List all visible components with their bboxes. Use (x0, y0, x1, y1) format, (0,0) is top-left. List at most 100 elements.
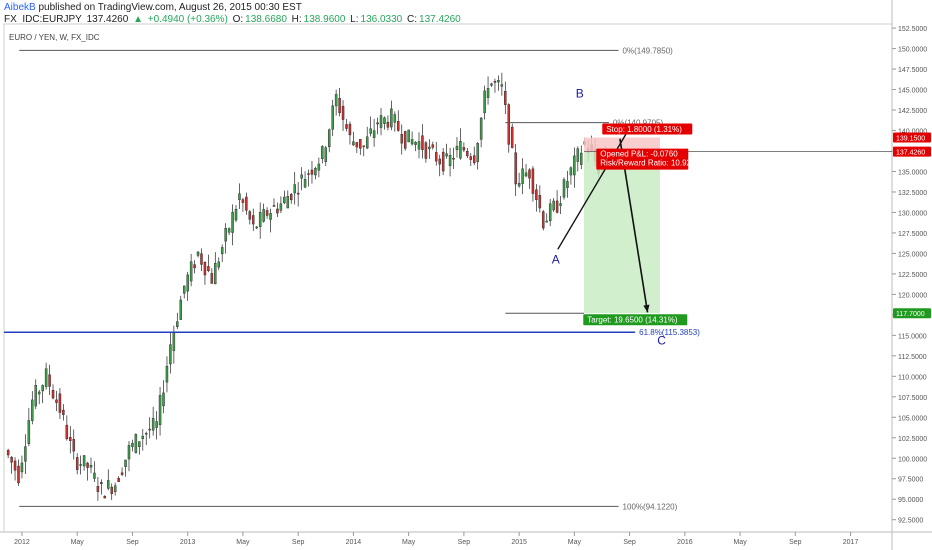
candle-body (327, 129, 331, 148)
candle-body (262, 209, 265, 222)
candle-body (117, 478, 120, 482)
candle-body (231, 211, 234, 233)
candle-body (200, 253, 203, 265)
x-tick-label: 2017 (843, 539, 859, 546)
candle-body (407, 129, 410, 143)
candle-body (559, 203, 562, 206)
candle-body (531, 168, 535, 194)
candle-body (103, 496, 107, 499)
candle-body (379, 115, 383, 128)
open-value: 138.6680 (245, 14, 287, 25)
candle-body (355, 142, 359, 148)
candle-body (141, 435, 145, 439)
candle-body (497, 79, 500, 83)
stop-zone (584, 137, 660, 152)
candle-body (452, 158, 455, 160)
author-link[interactable]: AibekB (4, 2, 36, 13)
y-tick-label: 107.5000 (898, 395, 927, 402)
candle-body (542, 211, 545, 229)
candle-body (410, 139, 414, 145)
x-tick-label: 2014 (346, 539, 362, 546)
candle-body (369, 128, 372, 134)
candle-body (479, 117, 483, 140)
high-value: 138.9600 (303, 14, 346, 25)
last-price: 137.4260 (86, 14, 129, 25)
candle-body (217, 261, 220, 268)
candle-body (151, 418, 155, 431)
candle-body (562, 179, 566, 198)
candle-body (303, 179, 307, 188)
candle-body (414, 142, 417, 145)
candle-body (290, 193, 293, 201)
price-badge: 137.4260 (896, 150, 925, 157)
candle-body (476, 143, 479, 163)
candle-body (41, 385, 44, 392)
candle-body (220, 247, 224, 255)
candle-body (148, 428, 151, 431)
y-tick-label: 142.5000 (898, 108, 927, 115)
candle-body (521, 168, 524, 184)
candle-body (493, 81, 497, 83)
x-tick-label: Sep (458, 539, 471, 546)
x-tick-label: Sep (292, 539, 305, 546)
candle-body (86, 462, 89, 468)
candle-body (455, 145, 459, 151)
x-tick-label: Sep (623, 539, 636, 546)
y-tick-label: 100.0000 (898, 456, 927, 463)
candle-body (196, 251, 200, 256)
candle-body (238, 193, 241, 200)
candle-body (504, 90, 507, 105)
high-label: H: (291, 14, 302, 25)
candle-body (397, 121, 400, 131)
y-tick-label: 112.5000 (898, 354, 927, 361)
candle-body (82, 455, 86, 467)
candle-body (473, 155, 476, 164)
y-tick-label: 122.5000 (898, 272, 927, 279)
y-tick-label: 145.0000 (898, 88, 927, 95)
candle-body (283, 196, 286, 204)
candle-body (10, 456, 13, 463)
fib-label: 61.8%(115.3853) (639, 328, 700, 337)
candle-body (155, 421, 158, 428)
candle-body (138, 441, 141, 448)
target-label: Target: 19.6500 (14.31%) (587, 316, 678, 325)
symbol-label: FX_IDC:EURJPY (4, 14, 82, 25)
candle-body (79, 464, 82, 466)
candle-body (365, 136, 369, 149)
candle-body (124, 459, 127, 467)
candle-body (421, 135, 424, 150)
y-tick-label: 110.0000 (898, 374, 927, 381)
candle-body (62, 409, 65, 415)
candle-body (307, 173, 310, 175)
candle-body (145, 432, 148, 435)
candle-body (469, 156, 473, 160)
candle-body (107, 480, 110, 489)
y-tick-label: 152.5000 (898, 26, 927, 33)
candle-body (265, 210, 269, 216)
candle-body (514, 152, 517, 185)
low-label: L: (350, 14, 359, 25)
candle-body (252, 215, 255, 225)
chart-header: AibekB published on TradingView.com, Aug… (4, 2, 463, 26)
low-value: 136.0330 (360, 14, 403, 25)
candle-body (400, 134, 403, 144)
candle-body (393, 114, 397, 123)
candle-body (245, 196, 248, 211)
candle-body (165, 365, 169, 383)
candle-body (169, 344, 172, 365)
candle-body (528, 169, 531, 179)
target-label-box (583, 314, 688, 326)
candle-body (334, 94, 338, 107)
candle-body (317, 163, 321, 171)
candle-body (27, 420, 31, 444)
publish-line: AibekB published on TradingView.com, Aug… (4, 2, 463, 14)
candle-body (48, 374, 51, 387)
plot-frame (3, 23, 893, 533)
candle-body (96, 486, 100, 492)
arrow-head-icon (643, 304, 650, 313)
candle-body (580, 152, 583, 165)
x-tick-label: May (568, 539, 582, 546)
candle-body (214, 263, 217, 285)
candle-body (441, 151, 445, 172)
